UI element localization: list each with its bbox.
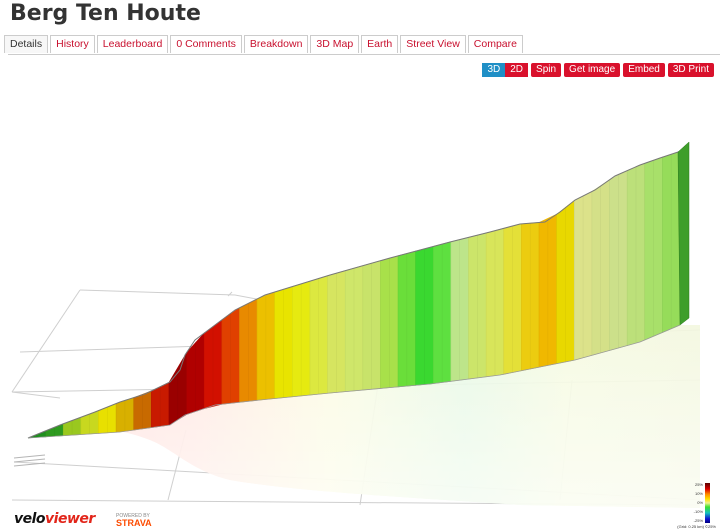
powered-by-strava: POWERED BY STRAVA bbox=[116, 514, 152, 528]
page-title: Berg Ten Houte bbox=[10, 1, 201, 26]
legend-tick: 10% bbox=[694, 491, 703, 496]
tab-breakdown[interactable]: Breakdown bbox=[243, 35, 309, 53]
powered-by-label: POWERED BY bbox=[116, 513, 150, 519]
viewer-toolbar: 3D 2D Spin Get image Embed 3D Print bbox=[482, 63, 714, 77]
tab-history[interactable]: History bbox=[50, 35, 95, 53]
tab-compare[interactable]: Compare bbox=[467, 35, 523, 53]
view-3d-button[interactable]: 3D bbox=[482, 63, 506, 77]
spin-button[interactable]: Spin bbox=[531, 63, 562, 77]
profile-bottom-edge bbox=[27, 324, 681, 439]
legend-grid-note: (Grid: 0.25 km) ©25% bbox=[677, 524, 716, 529]
logo-part-viewer: viewer bbox=[45, 511, 95, 527]
legend-tick: -25% bbox=[693, 518, 703, 523]
legend-tick: -10% bbox=[693, 509, 703, 514]
legend-tick: 25% bbox=[694, 482, 703, 487]
strava-logo: STRAVA bbox=[116, 518, 152, 528]
tab-street-view[interactable]: Street View bbox=[400, 35, 466, 53]
tab-details[interactable]: Details bbox=[4, 35, 49, 53]
tab-comments[interactable]: 0 Comments bbox=[170, 35, 242, 53]
gradient-color-scale bbox=[705, 483, 710, 523]
legend-tick: 0% bbox=[697, 500, 703, 505]
gradient-legend: 25% 10% 0% -10% -25% (Grid: 0.25 km) ©25… bbox=[677, 480, 718, 530]
scale-lines bbox=[13, 454, 46, 467]
tab-3d-map[interactable]: 3D Map bbox=[310, 35, 360, 53]
embed-button[interactable]: Embed bbox=[623, 63, 665, 77]
logo-part-velo: velo bbox=[14, 511, 46, 527]
tab-bar: Details History Leaderboard 0 Comments B… bbox=[4, 35, 525, 53]
view-mode-toggle: 3D 2D bbox=[482, 63, 529, 77]
3d-print-button[interactable]: 3D Print bbox=[667, 63, 714, 77]
get-image-button[interactable]: Get image bbox=[564, 63, 621, 77]
tab-earth[interactable]: Earth bbox=[361, 35, 399, 53]
tab-leaderboard[interactable]: Leaderboard bbox=[96, 35, 169, 53]
profile-top-edge bbox=[27, 147, 690, 439]
veloviewer-logo: veloviewer bbox=[14, 511, 95, 527]
profile-end-cap bbox=[677, 141, 690, 326]
profile-strips bbox=[27, 151, 681, 439]
view-2d-button[interactable]: 2D bbox=[505, 63, 529, 77]
